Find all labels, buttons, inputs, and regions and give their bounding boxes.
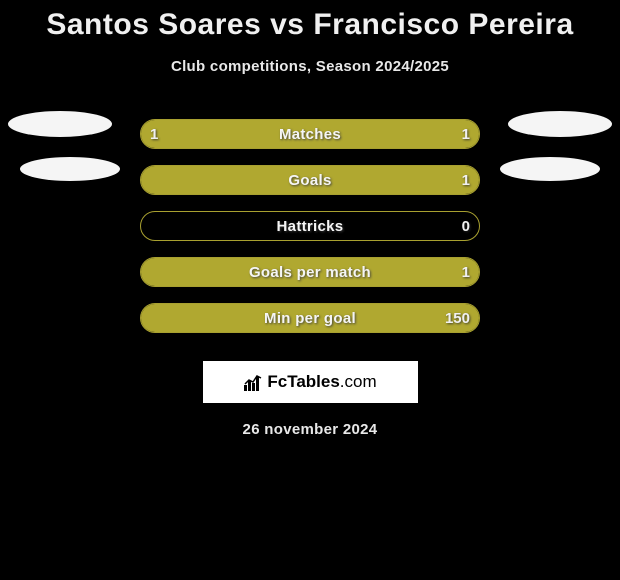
date: 26 november 2024 bbox=[0, 421, 620, 438]
player-left-marker bbox=[8, 111, 112, 137]
logo-brand: FcTables bbox=[267, 372, 339, 391]
stats-container: 11Matches1Goals0Hattricks1Goals per matc… bbox=[0, 111, 620, 341]
stat-row: 11Matches bbox=[0, 111, 620, 157]
subtitle: Club competitions, Season 2024/2025 bbox=[0, 58, 620, 75]
player-right-marker bbox=[508, 111, 612, 137]
stat-label: Goals bbox=[140, 172, 480, 189]
chart-icon bbox=[243, 373, 263, 391]
page-title: Santos Soares vs Francisco Pereira bbox=[0, 0, 620, 42]
stat-label: Matches bbox=[140, 126, 480, 143]
player-right-marker bbox=[500, 157, 600, 181]
stat-row: 1Goals per match bbox=[0, 249, 620, 295]
stat-row: 150Min per goal bbox=[0, 295, 620, 341]
stat-label: Min per goal bbox=[140, 310, 480, 327]
logo-box: FcTables.com bbox=[203, 361, 418, 403]
player-left-marker bbox=[20, 157, 120, 181]
stat-row: 1Goals bbox=[0, 157, 620, 203]
logo: FcTables.com bbox=[243, 372, 376, 392]
stat-label: Hattricks bbox=[140, 218, 480, 235]
stat-row: 0Hattricks bbox=[0, 203, 620, 249]
stat-label: Goals per match bbox=[140, 264, 480, 281]
logo-tld: .com bbox=[340, 372, 377, 391]
